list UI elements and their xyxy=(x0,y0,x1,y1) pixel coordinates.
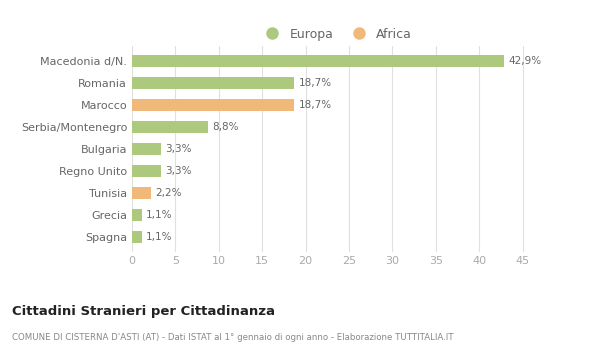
Text: 18,7%: 18,7% xyxy=(299,78,332,88)
Bar xyxy=(132,164,161,177)
Text: Cittadini Stranieri per Cittadinanza: Cittadini Stranieri per Cittadinanza xyxy=(12,304,275,317)
Bar xyxy=(132,209,142,220)
Text: 3,3%: 3,3% xyxy=(165,166,191,176)
Bar xyxy=(132,77,295,89)
Bar xyxy=(132,55,505,67)
Text: 18,7%: 18,7% xyxy=(299,100,332,110)
Text: COMUNE DI CISTERNA D'ASTI (AT) - Dati ISTAT al 1° gennaio di ogni anno - Elabora: COMUNE DI CISTERNA D'ASTI (AT) - Dati IS… xyxy=(12,332,454,342)
Text: 8,8%: 8,8% xyxy=(213,122,239,132)
Text: 3,3%: 3,3% xyxy=(165,144,191,154)
Text: 42,9%: 42,9% xyxy=(509,56,542,66)
Bar xyxy=(132,231,142,243)
Bar xyxy=(132,143,161,155)
Bar xyxy=(132,187,151,199)
Bar xyxy=(132,99,295,111)
Legend: Europa, Africa: Europa, Africa xyxy=(255,23,417,46)
Text: 1,1%: 1,1% xyxy=(146,232,172,242)
Text: 2,2%: 2,2% xyxy=(155,188,182,198)
Text: 1,1%: 1,1% xyxy=(146,210,172,219)
Bar xyxy=(132,121,208,133)
